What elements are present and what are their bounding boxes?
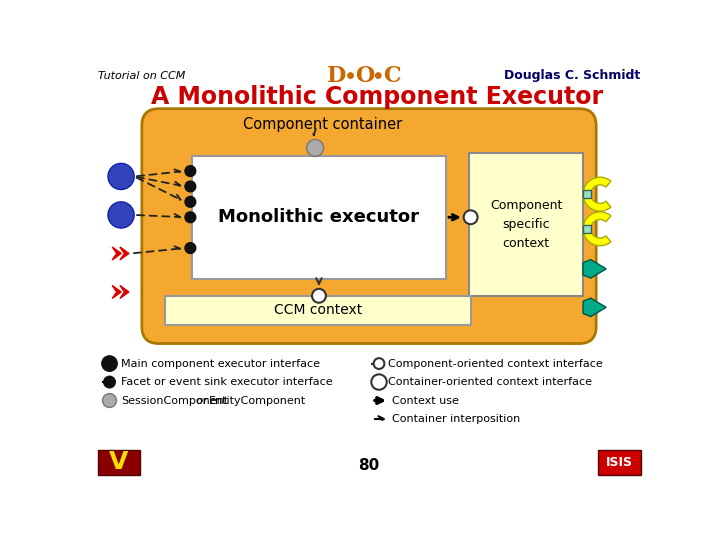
Text: Douglas C. Schmidt: Douglas C. Schmidt [504,69,640,82]
Circle shape [372,374,387,390]
Text: Main component executor interface: Main component executor interface [121,359,320,369]
Text: D: D [327,65,346,86]
Polygon shape [112,247,121,260]
Text: Facet or event sink executor interface: Facet or event sink executor interface [121,377,333,387]
Circle shape [104,376,115,388]
Circle shape [464,210,477,224]
Wedge shape [583,212,611,246]
Text: Context use: Context use [392,395,459,406]
Circle shape [185,166,196,177]
Circle shape [185,242,196,253]
Polygon shape [583,298,606,316]
Circle shape [102,394,117,408]
Text: Component-oriented context interface: Component-oriented context interface [388,359,603,369]
Circle shape [102,356,117,372]
Text: Monolithic executor: Monolithic executor [218,208,420,226]
Polygon shape [112,286,121,299]
Text: Container-oriented context interface: Container-oriented context interface [388,377,593,387]
FancyBboxPatch shape [469,153,583,296]
Text: V: V [109,450,128,474]
Bar [583,190,590,198]
Text: Tutorial on CCM: Tutorial on CCM [98,71,185,80]
Bar [583,303,590,311]
Circle shape [185,197,196,207]
Circle shape [312,289,326,303]
Circle shape [376,73,381,78]
FancyBboxPatch shape [142,109,596,343]
FancyBboxPatch shape [598,450,641,475]
Text: Container interposition: Container interposition [392,414,521,424]
FancyBboxPatch shape [192,156,446,279]
Circle shape [374,358,384,369]
Circle shape [348,73,354,78]
Polygon shape [583,260,606,278]
Text: 80: 80 [359,458,379,472]
Text: C: C [383,65,401,86]
Wedge shape [583,177,611,211]
Text: ISIS: ISIS [606,456,633,469]
FancyBboxPatch shape [98,450,140,475]
Circle shape [307,139,323,157]
Text: or: or [194,395,212,406]
Text: Component container: Component container [243,117,402,132]
FancyBboxPatch shape [165,296,472,325]
Text: O: O [355,65,374,86]
Bar [583,265,590,273]
Text: Component
specific
context: Component specific context [490,199,562,250]
Text: SessionComponent: SessionComponent [121,395,228,406]
Text: A Monolithic Component Executor: A Monolithic Component Executor [150,85,603,109]
Circle shape [185,212,196,222]
Circle shape [108,202,134,228]
Text: CCM context: CCM context [274,303,362,318]
Circle shape [185,181,196,192]
Polygon shape [120,286,129,299]
Text: EntityComponent: EntityComponent [209,395,306,406]
Bar [583,225,590,233]
Circle shape [108,164,134,190]
Polygon shape [120,247,129,260]
